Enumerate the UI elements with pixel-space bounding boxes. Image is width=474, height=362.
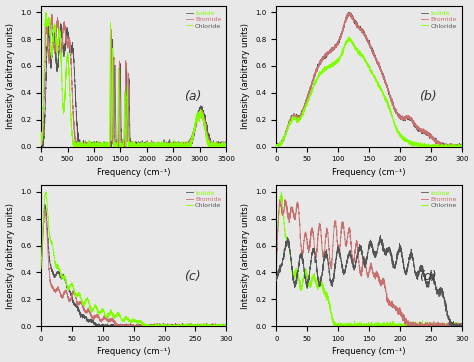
Legend: Iodine, Bromine, Chlorine: Iodine, Bromine, Chlorine (419, 188, 458, 210)
X-axis label: Frequency (cm⁻¹): Frequency (cm⁻¹) (332, 348, 406, 357)
X-axis label: Frequency (cm⁻¹): Frequency (cm⁻¹) (332, 168, 406, 177)
Y-axis label: Intensity (arbitrary units): Intensity (arbitrary units) (241, 23, 250, 129)
Legend: Iodide, Bromide, Chloride: Iodide, Bromide, Chloride (419, 9, 458, 30)
X-axis label: Frequency (cm⁻¹): Frequency (cm⁻¹) (97, 168, 171, 177)
Y-axis label: Intensity (arbitrary units): Intensity (arbitrary units) (241, 203, 250, 309)
X-axis label: Frequency (cm⁻¹): Frequency (cm⁻¹) (97, 348, 171, 357)
Text: (d): (d) (419, 270, 437, 283)
Text: (c): (c) (184, 270, 201, 283)
Y-axis label: Intensity (arbitrary units): Intensity (arbitrary units) (6, 203, 15, 309)
Text: (a): (a) (184, 90, 201, 103)
Text: (b): (b) (419, 90, 437, 103)
Y-axis label: Intensity (arbitrary units): Intensity (arbitrary units) (6, 23, 15, 129)
Legend: Iodide, Bromide, Chloride: Iodide, Bromide, Chloride (184, 188, 223, 210)
Legend: Iodide, Bromide, Chloride: Iodide, Bromide, Chloride (184, 9, 223, 30)
